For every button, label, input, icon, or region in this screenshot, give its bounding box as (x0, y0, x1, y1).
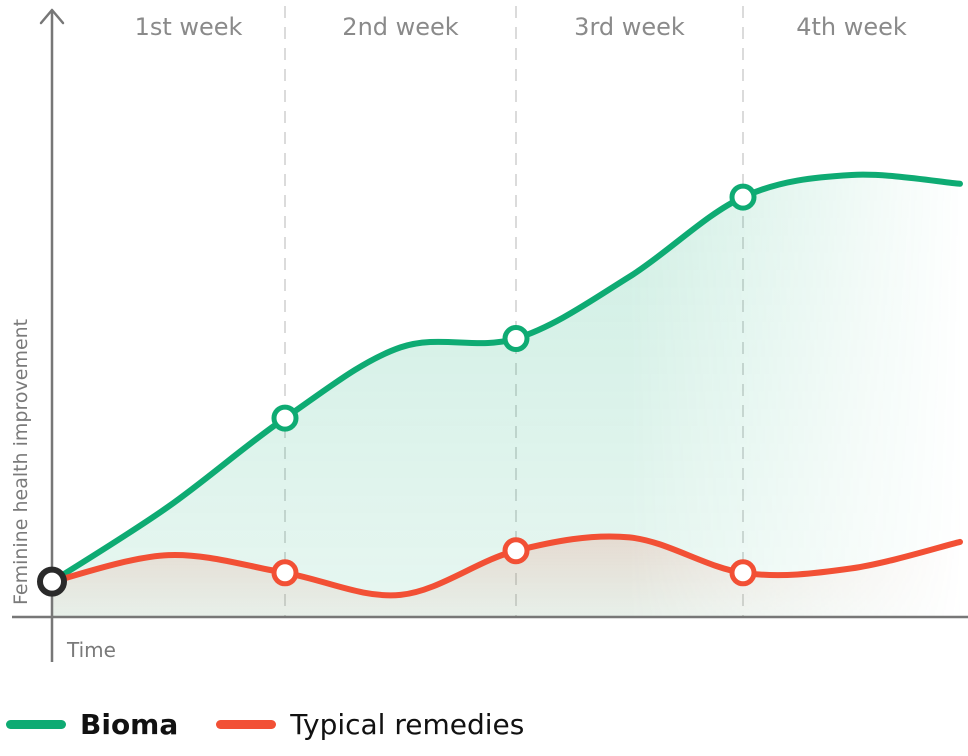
x-tick-label: 1st week (135, 13, 243, 41)
data-point-typical-remedies (271, 559, 299, 587)
legend: Bioma Typical remedies (6, 700, 562, 748)
legend-swatch-bioma (6, 719, 66, 729)
y-axis-arrow-icon (39, 8, 65, 25)
series-markers (37, 183, 757, 597)
axes (12, 8, 968, 662)
week-labels: 1st week 2nd week 3rd week 4th week (135, 13, 907, 41)
data-point-typical-remedies (502, 537, 530, 565)
area-bioma (52, 174, 960, 617)
x-tick-label: 3rd week (574, 13, 685, 41)
area-typical-remedies (52, 536, 960, 617)
data-point-bioma (502, 325, 530, 353)
data-point-bioma (729, 183, 757, 211)
x-axis-label: Time (66, 638, 116, 662)
legend-label-typical-remedies: Typical remedies (290, 707, 525, 741)
legend-item-typical-remedies: Typical remedies (216, 708, 524, 741)
data-point-typical-remedies (729, 559, 757, 587)
chart: 1st week 2nd week 3rd week 4th week Time Fe… (10, 6, 968, 662)
legend-label-bioma: Bioma (80, 707, 179, 741)
y-axis-label: Feminine health improvement (10, 319, 32, 605)
origin-point (37, 566, 67, 597)
legend-item-bioma: Bioma (6, 708, 178, 741)
series-areas (52, 174, 960, 617)
x-tick-label: 2nd week (342, 13, 459, 41)
x-tick-label: 4th week (796, 13, 907, 41)
data-point-bioma (271, 404, 299, 432)
legend-swatch-typical-remedies (216, 719, 277, 729)
